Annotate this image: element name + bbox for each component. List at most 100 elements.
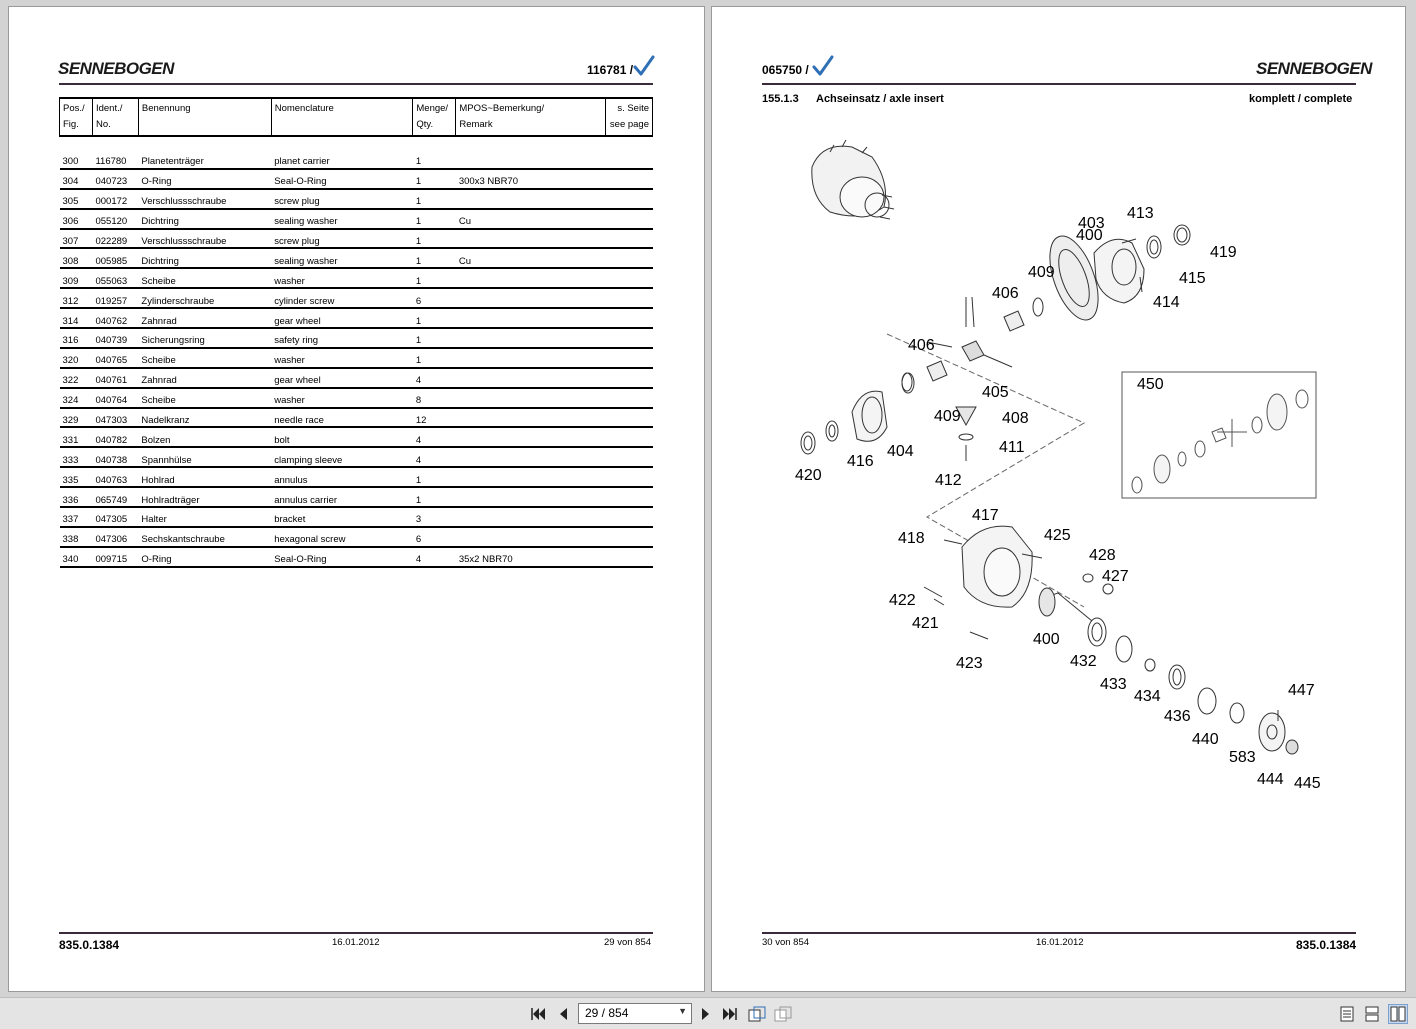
page-number-select[interactable]: 29 / 854 ▼ [578,1003,692,1024]
cell-de: Scheibe [138,268,272,290]
callout-label: 432 [1070,653,1097,670]
cell-qty: 4 [412,447,456,469]
cell-en: planet carrier [271,149,413,170]
fit-icon[interactable] [747,1004,767,1024]
footer-date: 16.01.2012 [1036,937,1084,948]
callout-label: 427 [1102,568,1129,585]
callout-label: 445 [1294,775,1321,792]
cell-pos: 306 [59,208,93,230]
cell-pos: 324 [59,387,93,409]
col-nomenclature: Nomenclature [270,97,413,137]
cell-en: washer [271,268,413,290]
cell-qty: 1 [412,487,456,509]
cell-de: Zahnrad [138,367,272,389]
doc-number: 065750 / [762,63,809,77]
checkmark-icon [812,55,834,76]
section-status: komplett / complete [1249,93,1353,105]
callout-label: 433 [1100,676,1127,693]
cell-qty: 6 [412,526,456,548]
col-pos: Pos./Fig. [59,97,93,137]
first-page-icon[interactable] [528,1004,548,1024]
cell-ident: 040765 [92,347,139,369]
cell-qty: 1 [412,228,456,250]
cell-remark [455,387,606,409]
cell-pos: 314 [59,308,93,330]
cell-qty: 1 [412,467,456,489]
cell-en: cylinder screw [271,288,413,310]
cell-pos: 308 [59,248,93,270]
table-row: 304 040723 O-Ring Seal-O-Ring 1 300x3 NBR70 [59,168,653,190]
cell-ident: 040739 [92,328,139,349]
cell-de: Bolzen [138,427,272,449]
callout-label: 450 [1137,376,1164,393]
document-page-right: 065750 / SENNEBOGEN 155.1.3 Achseinsatz … [711,6,1406,992]
callout-label: 406 [992,285,1019,302]
callout-label: 447 [1288,682,1315,699]
cell-see-page [605,228,653,250]
cell-remark [455,467,606,489]
checkmark-icon [633,55,655,76]
table-row: 338 047306 Sechskantschraube hexagonal scre… [59,526,653,548]
table-row: 337 047305 Halter bracket 3 [59,507,653,528]
cell-pos: 335 [59,467,93,489]
cell-see-page [605,268,653,290]
cell-pos: 338 [59,526,93,548]
callout-label: 417 [972,507,999,524]
cell-see-page [605,407,653,429]
cell-ident: 040761 [92,367,139,389]
continuous-icon[interactable] [1362,1004,1382,1024]
single-page-icon[interactable] [1337,1004,1357,1024]
cell-pos: 322 [59,367,93,389]
prev-page-icon[interactable] [553,1004,573,1024]
cell-pos: 304 [59,168,93,190]
cell-en: safety ring [271,328,413,349]
cell-remark [455,228,606,250]
two-page-icon[interactable] [1388,1004,1408,1024]
callout-label: 440 [1192,731,1219,748]
cell-de: Sicherungsring [138,328,272,349]
cell-ident: 000172 [92,188,139,210]
cell-de: Halter [138,507,272,528]
cell-ident: 065749 [92,487,139,509]
cell-de: Verschlussschraube [138,228,272,250]
cell-pos: 336 [59,487,93,509]
cell-de: Hohlradträger [138,487,272,509]
cell-see-page [605,149,653,170]
viewer-toolbar: 29 / 854 ▼ [0,997,1416,1029]
callout-label: 436 [1164,708,1191,725]
next-page-icon[interactable] [696,1004,716,1024]
cell-pos: 312 [59,288,93,310]
cell-pos: 307 [59,228,93,250]
table-row: 314 040762 Zahnrad gear wheel 1 [59,308,653,330]
cell-see-page [605,248,653,270]
cell-qty: 1 [412,208,456,230]
cell-qty: 1 [412,168,456,190]
cell-en: bracket [271,507,413,528]
cell-see-page [605,288,653,310]
cell-de: Spannhülse [138,447,272,469]
cell-remark [455,447,606,469]
cell-ident: 116780 [92,149,139,170]
callout-label: 400 [1033,631,1060,648]
cell-remark [455,149,606,170]
section-title: Achseinsatz / axle insert [816,93,944,105]
cell-see-page [605,308,653,330]
rotate-icon[interactable] [773,1004,793,1024]
cell-qty: 6 [412,288,456,310]
table-row: 306 055120 Dichtring sealing washer 1 Cu [59,208,653,230]
col-ident: Ident./No. [91,97,139,137]
table-row: 333 040738 Spannhülse clamping sleeve 4 [59,447,653,469]
footer-doc: 835.0.1384 [59,938,120,952]
table-row: 305 000172 Verschlussschraube screw plug 1 [59,188,653,210]
parts-table: Pos./Fig. Ident./No. Benennung Nomenclat… [59,97,653,568]
footer-date: 16.01.2012 [332,937,380,948]
cell-en: annulus carrier [271,487,413,509]
last-page-icon[interactable] [720,1004,740,1024]
cell-en: annulus [271,467,413,489]
cell-de: Hohlrad [138,467,272,489]
cell-de: Scheibe [138,347,272,369]
cell-qty: 1 [412,149,456,170]
table-row: 340 009715 O-Ring Seal-O-Ring 4 35x2 NBR70 [59,546,653,568]
cell-remark: 35x2 NBR70 [455,546,606,568]
table-row: 335 040763 Hohlrad annulus 1 [59,467,653,489]
